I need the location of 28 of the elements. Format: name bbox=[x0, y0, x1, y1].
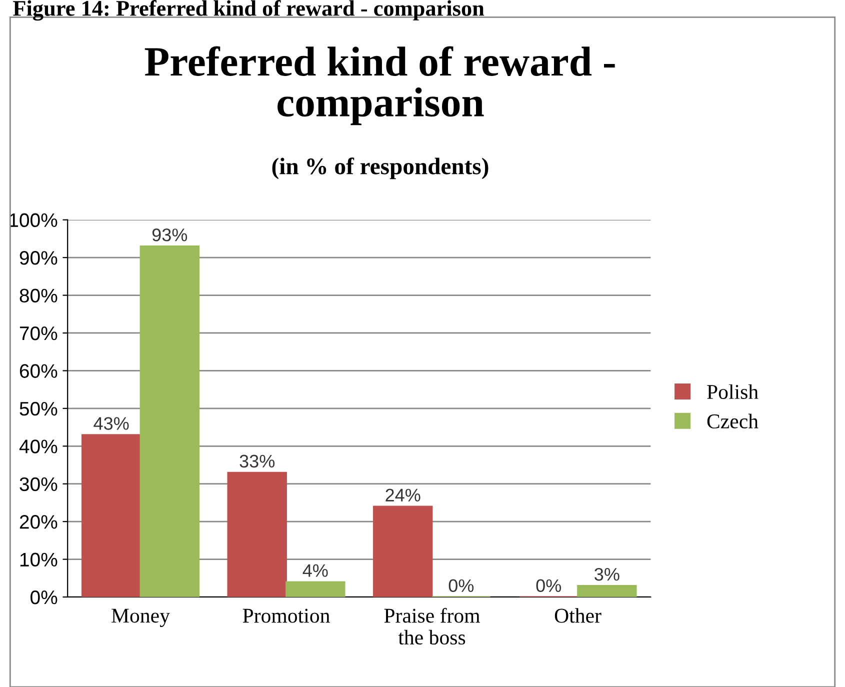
y-tick-label: 100% bbox=[10, 213, 58, 228]
chart-title: Preferred kind of reward - comparison bbox=[144, 46, 615, 126]
data-label: 3% bbox=[594, 568, 620, 581]
data-label: 33% bbox=[240, 454, 275, 468]
x-tick-label: Promotion bbox=[242, 608, 330, 623]
data-label: 0% bbox=[536, 579, 562, 592]
y-tick-label: 60% bbox=[20, 364, 58, 378]
x-tick-label: Other bbox=[554, 608, 602, 623]
legend-label: Czech bbox=[707, 414, 758, 428]
x-tick-label: Praise from the boss bbox=[384, 608, 480, 645]
y-tick-label: 30% bbox=[20, 477, 58, 492]
x-tick-label: Money bbox=[112, 608, 170, 628]
data-label: 93% bbox=[152, 228, 188, 242]
data-label: 4% bbox=[302, 564, 328, 577]
data-label: 0% bbox=[448, 579, 474, 592]
data-label: 43% bbox=[94, 417, 129, 430]
y-tick-label: 10% bbox=[20, 552, 58, 567]
data-label: 24% bbox=[386, 488, 420, 502]
legend-label: Polish bbox=[707, 384, 758, 399]
y-tick-label: 20% bbox=[20, 515, 58, 529]
y-tick-label: 0% bbox=[30, 590, 58, 604]
y-tick-label: 40% bbox=[19, 440, 58, 454]
y-tick-label: 90% bbox=[20, 251, 58, 265]
caption: Figure 14: Preferred kind of reward - comparison bbox=[13, 0, 484, 21]
y-tick-label: 50% bbox=[20, 402, 58, 416]
y-tick-label: 80% bbox=[20, 288, 58, 303]
chart-subtitle: (in % of respondents) bbox=[272, 157, 488, 180]
y-tick-label: 70% bbox=[20, 326, 58, 340]
